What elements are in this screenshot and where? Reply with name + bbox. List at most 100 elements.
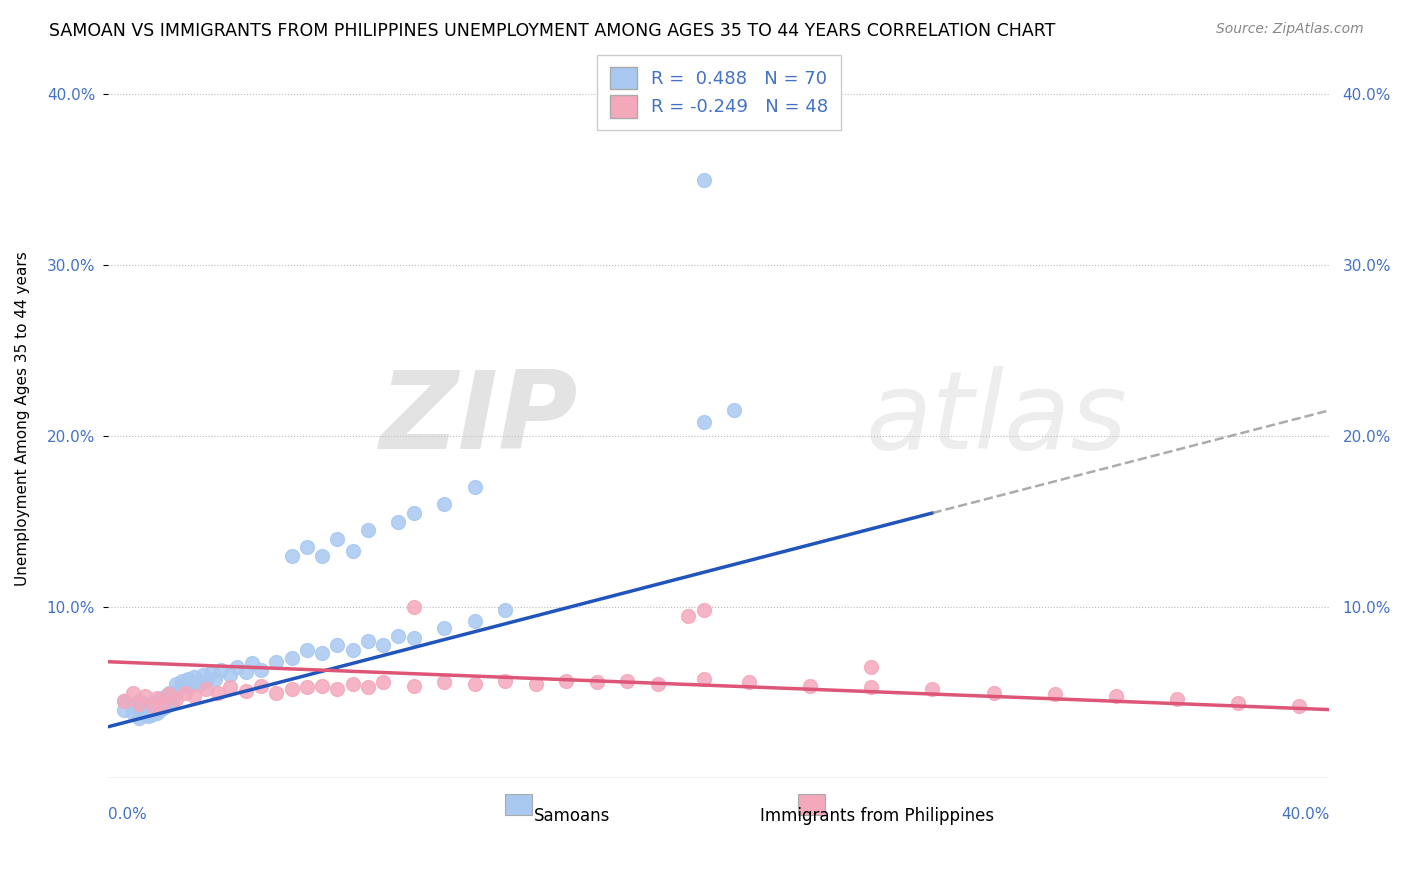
Point: [183, 689, 205, 703]
Bar: [799, 794, 825, 815]
Point: [464, 677, 486, 691]
Point: [524, 677, 547, 691]
Point: [616, 673, 638, 688]
Point: [311, 646, 333, 660]
Point: [326, 682, 349, 697]
Text: SAMOAN VS IMMIGRANTS FROM PHILIPPINES UNEMPLOYMENT AMONG AGES 35 TO 44 YEARS COR: SAMOAN VS IMMIGRANTS FROM PHILIPPINES UN…: [49, 22, 1056, 40]
Point: [152, 701, 174, 715]
Point: [692, 603, 714, 617]
Point: [170, 673, 193, 688]
Point: [209, 663, 232, 677]
Point: [464, 480, 486, 494]
Point: [165, 677, 187, 691]
Point: [402, 631, 425, 645]
Point: [149, 692, 172, 706]
Point: [692, 415, 714, 429]
Point: [152, 690, 174, 705]
Point: [167, 682, 190, 697]
Point: [143, 699, 166, 714]
Point: [143, 704, 166, 718]
Point: [692, 672, 714, 686]
Point: [433, 675, 456, 690]
Point: [692, 172, 714, 186]
Point: [1104, 689, 1126, 703]
Point: [402, 506, 425, 520]
Point: [128, 711, 150, 725]
Point: [326, 638, 349, 652]
Point: [250, 663, 273, 677]
Point: [149, 703, 172, 717]
Bar: [505, 794, 531, 815]
Point: [201, 665, 224, 679]
Point: [585, 675, 607, 690]
Point: [219, 668, 242, 682]
Point: [146, 690, 169, 705]
Point: [647, 677, 669, 691]
Point: [387, 515, 409, 529]
Point: [157, 685, 180, 699]
Point: [134, 706, 156, 720]
Point: [357, 634, 380, 648]
Point: [157, 687, 180, 701]
Point: [921, 682, 943, 697]
Point: [342, 642, 364, 657]
Point: [264, 685, 287, 699]
Point: [280, 549, 302, 563]
Point: [402, 679, 425, 693]
Point: [121, 699, 143, 714]
Point: [371, 675, 394, 690]
Point: [342, 543, 364, 558]
Point: [112, 694, 135, 708]
Point: [134, 698, 156, 712]
Point: [678, 608, 700, 623]
Point: [295, 540, 318, 554]
Point: [464, 614, 486, 628]
Point: [357, 523, 380, 537]
Point: [433, 497, 456, 511]
Point: [112, 694, 135, 708]
Point: [136, 709, 159, 723]
Point: [152, 696, 174, 710]
Point: [799, 679, 821, 693]
Text: Source: ZipAtlas.com: Source: ZipAtlas.com: [1216, 22, 1364, 37]
Legend: R =  0.488   N = 70, R = -0.249   N = 48: R = 0.488 N = 70, R = -0.249 N = 48: [598, 54, 841, 130]
Point: [402, 600, 425, 615]
Point: [371, 638, 394, 652]
Point: [139, 707, 162, 722]
Point: [264, 655, 287, 669]
Point: [860, 681, 883, 695]
Point: [1226, 696, 1249, 710]
Point: [219, 681, 242, 695]
Point: [165, 692, 187, 706]
Point: [183, 670, 205, 684]
Point: [204, 672, 226, 686]
Point: [155, 689, 177, 703]
Text: Samoans: Samoans: [534, 806, 610, 825]
Point: [128, 703, 150, 717]
Point: [555, 673, 578, 688]
Point: [177, 672, 200, 686]
Point: [136, 701, 159, 715]
Point: [433, 621, 456, 635]
Point: [191, 668, 214, 682]
Point: [121, 685, 143, 699]
Point: [1288, 699, 1310, 714]
Point: [326, 532, 349, 546]
Point: [121, 706, 143, 720]
Point: [280, 682, 302, 697]
Point: [128, 694, 150, 708]
Point: [195, 673, 218, 688]
Point: [225, 660, 247, 674]
Point: [494, 673, 516, 688]
Point: [357, 681, 380, 695]
Point: [146, 698, 169, 712]
Point: [128, 698, 150, 712]
Point: [240, 657, 263, 671]
Point: [143, 696, 166, 710]
Text: 40.0%: 40.0%: [1281, 806, 1329, 822]
Point: [311, 679, 333, 693]
Point: [157, 698, 180, 712]
Point: [235, 665, 257, 679]
Point: [173, 685, 195, 699]
Point: [195, 682, 218, 697]
